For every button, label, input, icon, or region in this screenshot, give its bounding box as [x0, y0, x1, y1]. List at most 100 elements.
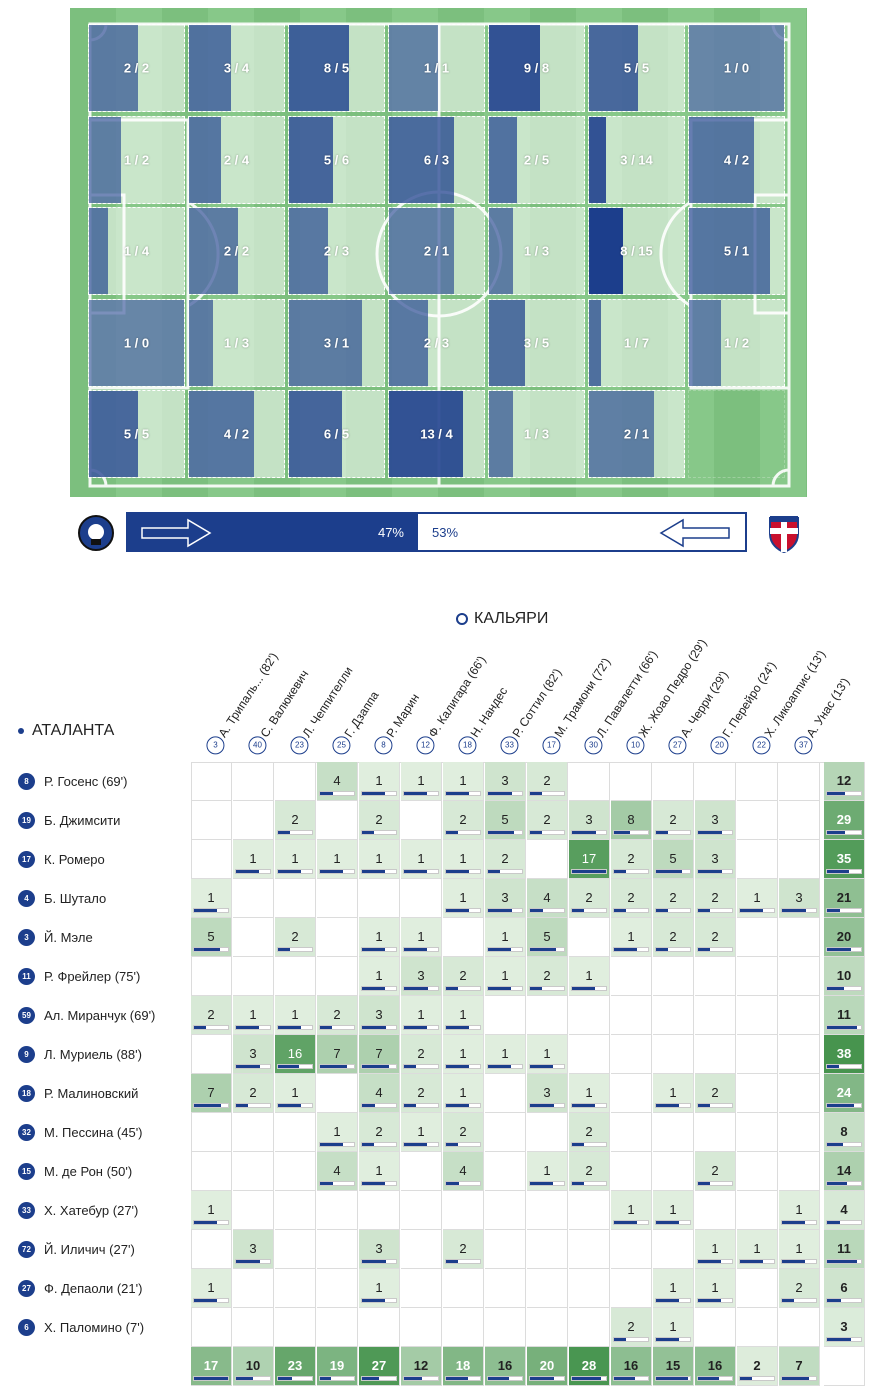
total-cell: 8 [824, 1113, 865, 1152]
zone-home-share-fill [189, 25, 231, 111]
duel-count: 1 [753, 890, 761, 905]
duel-count: 1 [543, 1046, 551, 1061]
duel-count: 1 [711, 1241, 719, 1256]
win-rate-bar [529, 791, 565, 796]
zone-home-share-fill [489, 116, 517, 203]
duel-count: 4 [459, 1163, 467, 1178]
duel-count: 1 [753, 1241, 761, 1256]
duel-cell [527, 1230, 568, 1269]
arrow-left-icon [659, 518, 730, 548]
duel-cell: 2 [779, 1269, 820, 1308]
duel-count: 1 [459, 1085, 467, 1100]
duel-cell: 4 [317, 1152, 358, 1191]
zone-home-share-fill [189, 391, 254, 477]
win-rate-fill [488, 792, 513, 795]
win-rate-bar [403, 791, 439, 796]
row-header-player: 32 М. Пессина (45') [18, 1113, 143, 1152]
duel-cell: 1 [527, 1035, 568, 1074]
duel-count: 10 [245, 1358, 261, 1373]
duel-cell [317, 879, 358, 918]
duel-count: 21 [836, 890, 852, 905]
duel-count: 1 [249, 851, 257, 866]
player-number-badge: 15 [18, 1163, 35, 1180]
duel-cell [779, 957, 820, 996]
win-rate-bar [781, 1259, 817, 1264]
player-number-badge: 8 [18, 773, 35, 790]
duel-cell: 2 [695, 1152, 736, 1191]
win-rate-fill [446, 1182, 459, 1185]
duel-cell [569, 762, 610, 801]
duel-cell [737, 1035, 778, 1074]
duel-count: 2 [501, 851, 509, 866]
player-number-badge: 37 [794, 736, 813, 755]
duel-cell: 4 [359, 1074, 400, 1113]
duel-cell [653, 957, 694, 996]
win-rate-bar [529, 986, 565, 991]
duel-count: 1 [375, 968, 383, 983]
duel-cell: 3 [233, 1230, 274, 1269]
duel-cell: 2 [275, 918, 316, 957]
win-rate-bar [655, 947, 691, 952]
duel-cell [275, 1269, 316, 1308]
total-cell: 24 [824, 1074, 865, 1113]
duel-count: 1 [585, 968, 593, 983]
duel-count: 2 [543, 968, 551, 983]
win-rate-fill [362, 1143, 374, 1146]
duel-cell [191, 762, 232, 801]
win-rate-fill [488, 870, 500, 873]
duel-count: 2 [291, 812, 299, 827]
win-rate-bar [655, 1220, 691, 1225]
win-rate-bar [361, 1025, 397, 1030]
win-rate-bar [697, 830, 733, 835]
zone-home-share-fill [389, 299, 428, 386]
win-rate-fill [404, 1026, 427, 1029]
win-rate-bar [193, 1376, 229, 1381]
player-name: Г. Дзаппа [341, 688, 382, 740]
duel-cell: 4 [443, 1152, 484, 1191]
duel-cell [737, 1269, 778, 1308]
win-rate-bar [487, 1376, 523, 1381]
player-number-badge: 40 [248, 736, 267, 755]
home-possession-pct: 47% [377, 525, 404, 540]
duel-count: 8 [627, 812, 635, 827]
zone-duel-count: 2 / 3 [323, 243, 350, 259]
win-rate-fill [530, 948, 556, 951]
win-rate-bar [361, 1142, 397, 1147]
win-rate-bar [781, 1220, 817, 1225]
duel-cell [443, 1269, 484, 1308]
duel-cell [233, 879, 274, 918]
duel-count: 2 [627, 1319, 635, 1334]
win-rate-fill [194, 1221, 217, 1224]
duel-cell: 2 [359, 1113, 400, 1152]
row-header-player: 33 Х. Хатебур (27') [18, 1191, 138, 1230]
duel-count: 2 [669, 929, 677, 944]
win-rate-fill [362, 1065, 389, 1068]
win-rate-fill [698, 1299, 721, 1302]
zone-duel-count: 2 / 1 [423, 243, 450, 259]
duel-cell: 2 [443, 1230, 484, 1269]
duel-cell [233, 1152, 274, 1191]
win-rate-fill [194, 1377, 228, 1380]
win-rate-fill [488, 987, 511, 990]
win-rate-fill [446, 1065, 469, 1068]
duel-cell [569, 1269, 610, 1308]
win-rate-bar [613, 947, 649, 952]
duel-cell [653, 1035, 694, 1074]
arrow-right-icon [141, 518, 212, 548]
duel-count: 3 [711, 812, 719, 827]
win-rate-bar [826, 1337, 862, 1342]
player-number-badge: 6 [18, 1319, 35, 1336]
duel-cell: 3 [401, 957, 442, 996]
win-rate-bar [403, 986, 439, 991]
zone-duel-count: 6 / 3 [423, 152, 450, 167]
duel-cell: 2 [569, 1152, 610, 1191]
zone-home-share-fill [289, 391, 342, 477]
win-rate-fill [698, 1260, 721, 1263]
zone-duel-count: 3 / 14 [620, 152, 653, 167]
duel-cell: 2 [485, 840, 526, 879]
win-rate-fill [488, 948, 511, 951]
pitch-zone: 5 / 5 [88, 390, 185, 478]
total-cell: 11 [824, 996, 865, 1035]
duel-count: 15 [665, 1358, 681, 1373]
duel-count: 1 [459, 1007, 467, 1022]
